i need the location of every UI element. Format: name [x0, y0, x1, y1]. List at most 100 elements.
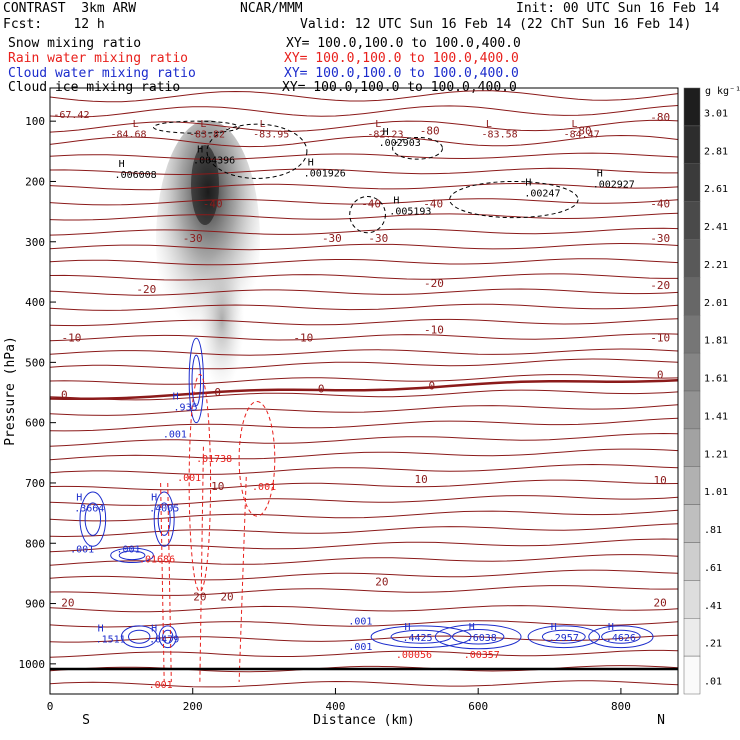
- rain-contours: [160, 373, 276, 682]
- y-tick-label: 900: [25, 598, 45, 611]
- isotherm: [50, 479, 678, 491]
- temperature-label: -40: [203, 197, 223, 210]
- isotherm: [50, 634, 678, 643]
- x-tick-label: 800: [611, 700, 631, 713]
- isotherm: [50, 182, 678, 191]
- temperature-label: 10: [211, 480, 224, 493]
- temperature-label: -80: [650, 111, 670, 124]
- cloud-water-contour: [128, 629, 151, 644]
- cloud-water-contour: [527, 625, 600, 649]
- isotherm: [50, 105, 678, 118]
- isotherm: [50, 258, 678, 266]
- rain-contour: [238, 401, 276, 517]
- isotherm: [50, 374, 678, 385]
- rain-max-label: .01686: [139, 555, 175, 566]
- rain-max-label: .001: [177, 473, 201, 484]
- y-tick-label: 500: [25, 356, 45, 369]
- high-marker: H: [525, 178, 531, 189]
- isotherm: [50, 288, 678, 296]
- colorbar-swatch: [683, 504, 701, 543]
- isotherm: [50, 585, 678, 596]
- temperature-label: 10: [654, 474, 667, 487]
- zero-isotherm: [50, 378, 678, 401]
- y-tick-label: 400: [25, 296, 45, 309]
- legend-snow: Snow mixing ratio: [8, 36, 142, 51]
- high-marker: H: [308, 158, 314, 169]
- y-tick-label: 600: [25, 417, 45, 430]
- isotherm: [50, 212, 678, 221]
- isotherm: [50, 389, 678, 401]
- colorbar-swatch: [683, 390, 701, 430]
- ice-max-label: .002927: [593, 179, 635, 190]
- y-tick-label: 1000: [19, 658, 46, 671]
- high-marker: H: [197, 144, 203, 155]
- cloud-water-max-label: .935: [174, 403, 198, 414]
- colorbar-swatch: [683, 277, 701, 316]
- temperature-label: -20: [136, 283, 156, 296]
- colorbar-label: 1.01: [704, 487, 728, 498]
- y-tick-label: 100: [25, 115, 45, 128]
- rain-max-label: .00357: [464, 650, 500, 661]
- cloud-water-max-label: .4005: [149, 503, 179, 514]
- isotherm: [50, 358, 678, 370]
- isotherm: [50, 680, 678, 688]
- cloud-water-contour: [84, 502, 102, 536]
- colorbar-label: 1.41: [704, 411, 728, 422]
- colorbar-swatch: [683, 618, 701, 657]
- isotherm: [50, 303, 678, 311]
- temperature-label: 20: [654, 597, 667, 610]
- ice-contour: [152, 120, 240, 134]
- low-value-label: -83.58: [482, 129, 518, 140]
- high-marker: H: [98, 624, 104, 635]
- ice-contour: [449, 180, 579, 219]
- plot-frame: [49, 87, 679, 695]
- temperature-label: -30: [183, 232, 203, 245]
- high-marker: H: [469, 622, 475, 633]
- x-tick-label: 0: [47, 700, 54, 713]
- rain-max-label: .01738: [196, 454, 232, 465]
- colorbar-label: 2.41: [704, 222, 728, 233]
- high-marker: H: [405, 622, 411, 633]
- ice-max-label: .005193: [389, 207, 431, 218]
- north-label: N: [657, 713, 665, 728]
- colorbar-swatch: [683, 352, 701, 392]
- colorbar-swatch: [683, 655, 701, 695]
- high-marker: H: [383, 127, 389, 138]
- temperature-label: 0: [428, 379, 435, 392]
- isotherm: [50, 649, 678, 658]
- isotherm: [50, 119, 678, 133]
- ice-max-label: .001926: [304, 169, 346, 180]
- cloud-water-contour: [191, 354, 202, 407]
- cloud-water-max-label: .001: [348, 617, 372, 628]
- low-marker: L: [200, 119, 206, 130]
- temperature-label: -40: [650, 197, 670, 210]
- isotherm: [50, 348, 678, 356]
- cloud-water-max-label: .001: [116, 544, 140, 555]
- temperature-label: 0: [318, 383, 325, 396]
- isotherm: [50, 665, 678, 673]
- temperature-label: -30: [368, 232, 388, 245]
- low-value-label: -83.95: [253, 129, 289, 140]
- colorbar-label: 1.61: [704, 374, 728, 385]
- isotherm: [50, 318, 678, 327]
- low-value-label: -84.68: [110, 129, 146, 140]
- isotherm: [50, 620, 678, 628]
- cloud-water-max-label: .001: [70, 544, 94, 555]
- y-tick-label: 300: [25, 236, 45, 249]
- colorbar-swatch: [683, 315, 701, 354]
- y-tick-label: 800: [25, 537, 45, 550]
- isotherm: [50, 432, 678, 447]
- temperature-label: 0: [214, 386, 221, 399]
- temperature-label: -40: [361, 197, 381, 210]
- cloud-water-contour: [434, 624, 522, 650]
- temperature-label: -10: [61, 331, 81, 344]
- cloud-water-contours: [79, 337, 654, 650]
- colorbar-swatch: [683, 580, 701, 619]
- isotherm: [50, 227, 678, 236]
- legend-snow-xy: XY= 100.0,100.0 to 100.0,400.0: [286, 36, 521, 51]
- temperature-label: -10: [293, 331, 313, 344]
- y-tick-label: 200: [25, 175, 45, 188]
- rain-max-label: .00056: [396, 650, 432, 661]
- cloud-water-contour: [390, 629, 452, 644]
- cloud-water-contour: [588, 625, 654, 649]
